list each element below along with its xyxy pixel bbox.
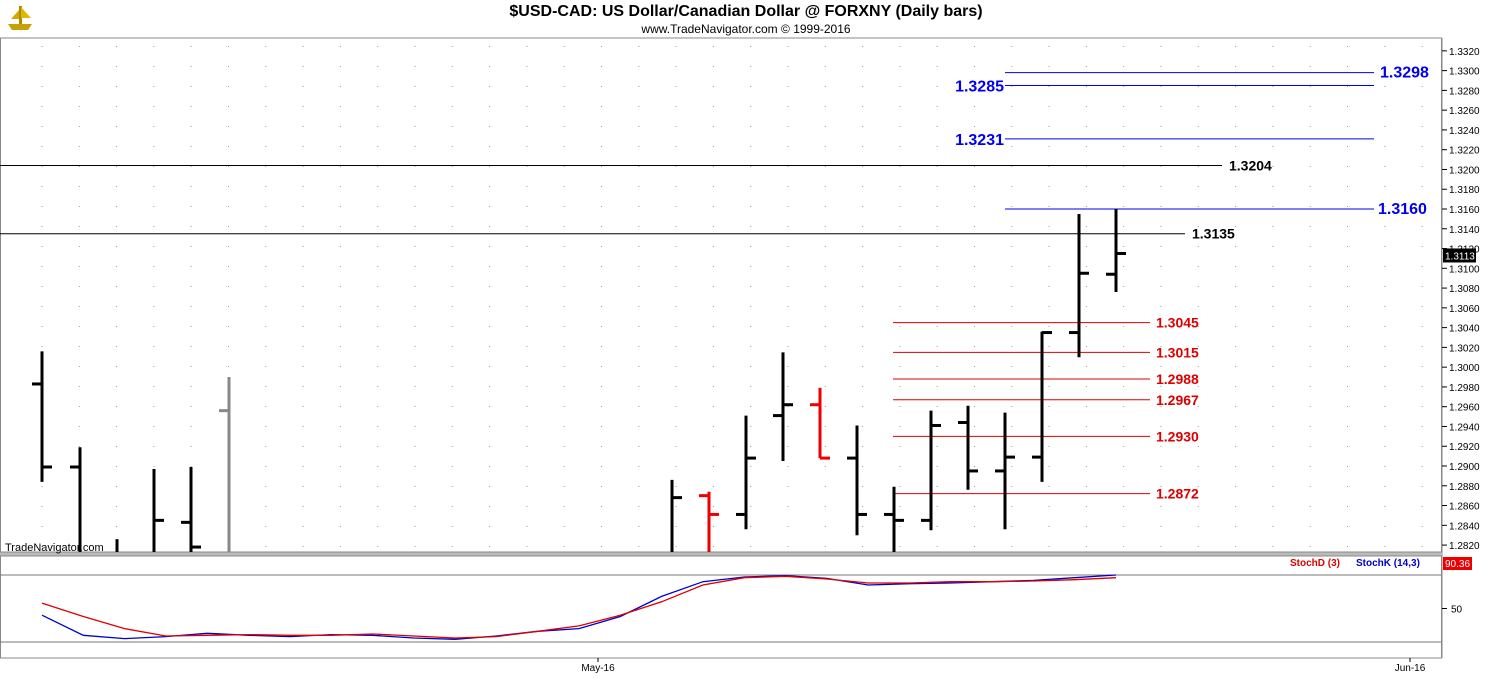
ship-wheel-logo-icon (4, 2, 36, 37)
date-axis: May-16 Jun-16 (581, 658, 1426, 674)
stoch-last-marker (1443, 557, 1472, 570)
y-tick-label: 1.2960 (1449, 403, 1480, 414)
y-tick-label: 1.3000 (1449, 363, 1480, 374)
level-label: 1.2930 (1156, 428, 1199, 444)
stoch-series-line (41, 574, 1117, 640)
watermark: TradeNavigator.com (5, 542, 104, 554)
y-tick-label: 1.3080 (1449, 284, 1480, 295)
level-lines: 1.3298 1.3285 1.3231 1.3204 1.3160 1.3135 1.30… (0, 65, 1429, 502)
x-tick-label: Jun-16 (1395, 663, 1426, 674)
chart-subtitle: www.TradeNavigator.com © 1999-2016 (641, 22, 851, 36)
y-tick-label: 1.2820 (1449, 541, 1480, 552)
y-tick-label: 1.3300 (1449, 67, 1480, 78)
stoch-last-label: 90.36 (1445, 559, 1470, 570)
y-tick-label: 1.3260 (1449, 106, 1480, 117)
last-price-marker (1443, 248, 1476, 263)
y-tick-label: 1.3240 (1449, 126, 1480, 137)
axis-background (1442, 0, 1492, 678)
y-tick-label: 1.3200 (1449, 165, 1480, 176)
level-label: 1.3160 (1378, 201, 1427, 218)
stoch-tick-label: 50 (1451, 605, 1463, 616)
y-tick-label: 1.3320 (1449, 47, 1480, 58)
level-label: 1.3045 (1156, 315, 1199, 331)
y-tick-label: 1.2940 (1449, 422, 1480, 433)
y-tick-label: 1.3140 (1449, 225, 1480, 236)
stoch-series-line (41, 575, 1117, 639)
level-label: 1.3204 (1229, 158, 1272, 174)
legend-stochk: StochK (14,3) (1356, 558, 1420, 569)
y-tick-label: 1.2860 (1449, 502, 1480, 513)
level-label: 1.3135 (1192, 226, 1235, 242)
price-bars (32, 209, 1126, 552)
y-tick-label: 1.3100 (1449, 264, 1480, 275)
price-panel-border (0, 37, 1442, 553)
y-tick-label: 1.3060 (1449, 304, 1480, 315)
y-tick-label: 1.3280 (1449, 86, 1480, 97)
level-label: 1.2967 (1156, 392, 1199, 408)
y-tick-label: 1.2980 (1449, 383, 1480, 394)
chart-frame (0, 37, 1442, 659)
y-tick-label: 1.2880 (1449, 482, 1480, 493)
y-tick-label: 1.2920 (1449, 442, 1480, 453)
last-price-label: 1.3113 (1445, 251, 1475, 262)
level-label: 1.3285 (955, 78, 1004, 95)
y-tick-label: 1.3160 (1449, 205, 1480, 216)
chart-title: $USD-CAD: US Dollar/Canadian Dollar @ FO… (509, 3, 983, 20)
stoch-panel-border (0, 555, 1442, 659)
legend-stochd: StochD (3) (1290, 558, 1340, 569)
price-grid (41, 46, 1423, 552)
level-label: 1.3015 (1156, 344, 1199, 360)
level-label: 1.3231 (955, 132, 1004, 149)
level-label: 1.3298 (1380, 65, 1429, 82)
stochastic-panel: 50 StochD (3) StochK (14,3) 90.36 (0, 557, 1472, 643)
y-tick-label: 1.3040 (1449, 324, 1480, 335)
y-tick-label: 1.3180 (1449, 185, 1480, 196)
x-tick-label: May-16 (581, 663, 615, 674)
y-tick-label: 1.3020 (1449, 343, 1480, 354)
level-label: 1.2988 (1156, 371, 1199, 387)
y-tick-label: 1.3220 (1449, 146, 1480, 157)
level-label: 1.2872 (1156, 486, 1199, 502)
y-tick-label: 1.2840 (1449, 521, 1480, 532)
y-tick-label: 1.2900 (1449, 462, 1480, 473)
